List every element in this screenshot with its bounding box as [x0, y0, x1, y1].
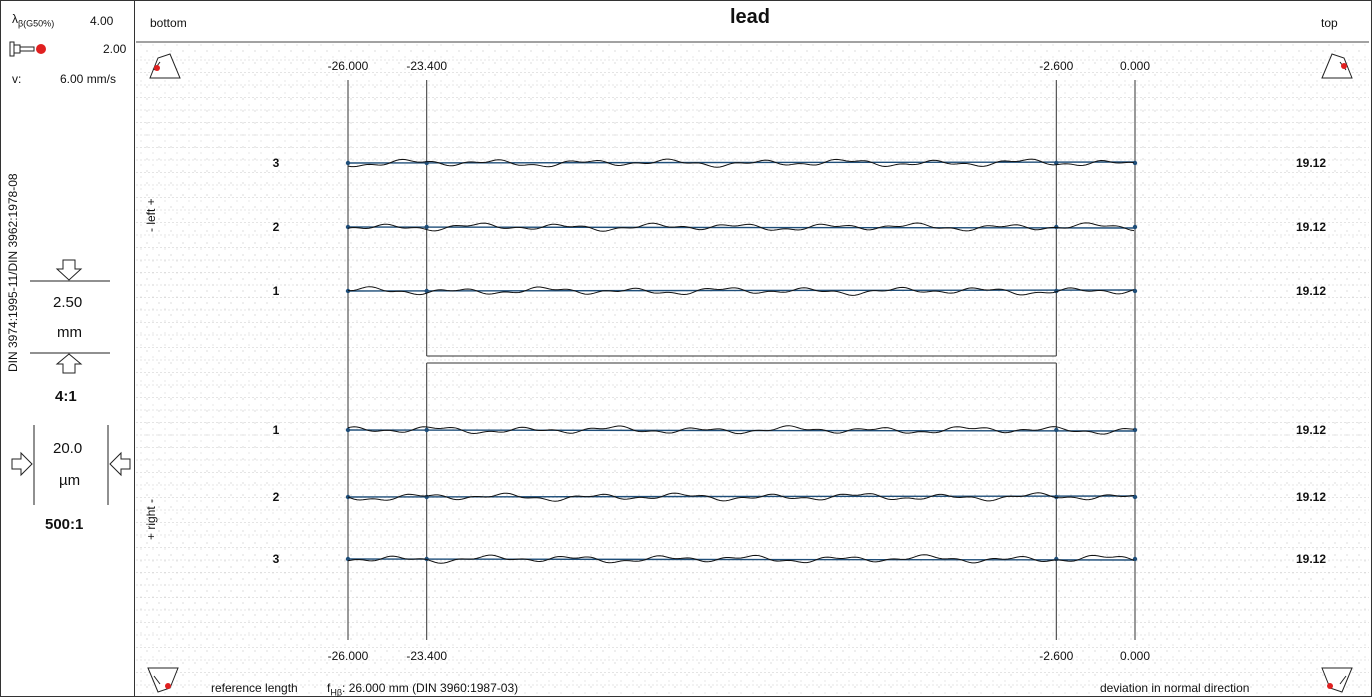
grid-lines	[136, 59, 1369, 686]
right-flank-label: + right -	[144, 498, 158, 540]
profile-trace	[347, 425, 1135, 435]
deviation-label: deviation in normal direction	[1100, 681, 1250, 695]
profile-trace	[347, 158, 1135, 168]
left-flank-label: - left +	[144, 198, 158, 232]
profile-trace	[347, 554, 1135, 564]
tooth-value-label: 19.12	[1296, 220, 1326, 234]
tooth-number-label: 3	[273, 552, 280, 566]
chart-marks: -26.000 -26.000 -23.400 -23.400 -2.600 -2.600…	[273, 59, 1327, 663]
standard-label: DIN 3974:1995-11/DIN 3962:1978-08	[6, 173, 20, 372]
x-tick-label-bottom: -2.600	[1039, 649, 1073, 663]
tooth-flank-icon	[1321, 667, 1353, 693]
f-symbol: f	[327, 681, 331, 695]
x-tick-label-top: -2.600	[1039, 59, 1073, 73]
reference-point	[345, 427, 351, 433]
f-subscript: Hβ	[330, 687, 343, 697]
reference-point	[424, 427, 429, 433]
chart-title: lead	[729, 6, 771, 28]
x-tick-label-top: 0.000	[1120, 59, 1150, 73]
reference-line	[347, 429, 1136, 432]
tooth-number-label: 1	[273, 284, 280, 298]
tooth-value-label: 19.12	[1296, 423, 1326, 437]
profile-trace	[347, 222, 1135, 232]
x-scale-value: 2.50	[53, 294, 83, 311]
tooth-flank-icon	[147, 667, 179, 693]
x-tick-label-bottom: -23.400	[406, 649, 447, 663]
y-scale-indicator	[11, 425, 131, 505]
tooth-flank-icon	[149, 53, 181, 79]
f-text: : 26.000 mm (DIN 3960:1987-03)	[342, 681, 519, 695]
lambda-value: 4.00	[90, 14, 114, 28]
reference-point	[1132, 224, 1138, 230]
lambda-label: λβ(G50%)	[12, 12, 54, 28]
reference-point	[424, 224, 429, 230]
tooth-number-label: 2	[273, 220, 280, 234]
reference-point	[1054, 427, 1059, 433]
probe-value: 2.00	[103, 42, 127, 56]
grid-background	[136, 44, 1369, 694]
reference-line	[347, 558, 1136, 561]
reference-point	[1132, 427, 1138, 433]
x-scale-ratio: 4:1	[55, 388, 77, 405]
tooth-value-label: 19.12	[1296, 284, 1326, 298]
reference-point	[424, 288, 429, 294]
reference-point	[345, 224, 351, 230]
header-top-label: top	[1321, 16, 1338, 30]
reference-line	[347, 289, 1136, 292]
profile-trace	[348, 286, 1135, 296]
probe-icon	[9, 41, 46, 57]
reference-line	[347, 226, 1136, 229]
x-scale-unit: mm	[57, 324, 82, 341]
speed-label: v:	[12, 72, 22, 86]
reference-point	[345, 160, 351, 166]
x-tick-label-top: -23.400	[406, 59, 447, 73]
y-scale-ratio: 500:1	[45, 516, 84, 533]
tooth-number-label: 2	[273, 490, 280, 504]
x-scale-indicator	[30, 259, 110, 374]
lambda-symbol: λ	[12, 12, 18, 26]
reference-length-value: fHβ: 26.000 mm (DIN 3960:1987-03)	[327, 681, 518, 697]
tooth-number-label: 3	[273, 156, 280, 170]
x-tick-label-top: -26.000	[328, 59, 369, 73]
header-bottom-label: bottom	[150, 16, 187, 30]
x-tick-label-bottom: 0.000	[1120, 649, 1150, 663]
tooth-value-label: 19.12	[1296, 156, 1326, 170]
reference-point	[1132, 160, 1138, 166]
y-scale-unit: µm	[59, 472, 81, 489]
x-tick-label-bottom: -26.000	[328, 649, 369, 663]
speed-value: 6.00 mm/s	[60, 72, 117, 86]
tooth-flank-icon	[1321, 53, 1353, 79]
tooth-value-label: 19.12	[1296, 490, 1326, 504]
y-scale-value: 20.0	[53, 440, 83, 457]
reference-length-label: reference length	[211, 681, 298, 695]
sidebar: λβ(G50%) 4.00 2.00 v: 6.00 mm/s DIN 3974…	[0, 0, 135, 697]
profile-trace	[347, 492, 1135, 502]
tooth-number-label: 1	[273, 423, 280, 437]
tooth-value-label: 19.12	[1296, 552, 1326, 566]
lambda-subscript: β(G50%)	[18, 18, 55, 29]
